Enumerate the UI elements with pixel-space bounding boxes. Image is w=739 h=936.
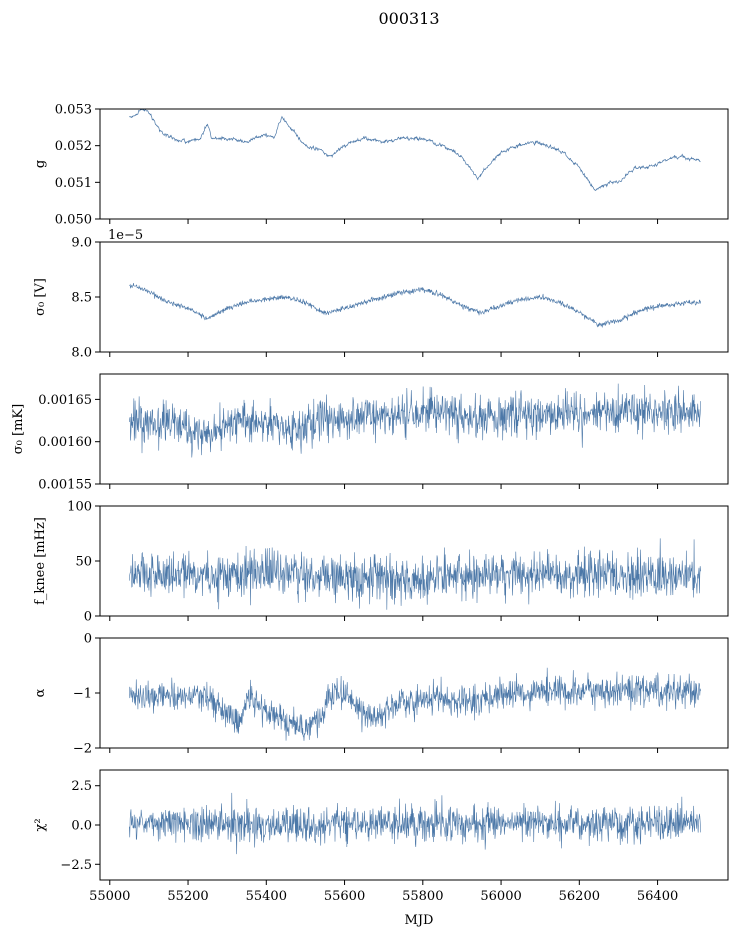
x-tick-label: 56000 [480, 889, 521, 904]
x-tick-label: 56200 [559, 889, 600, 904]
series-line-sigma0-mk [129, 383, 701, 458]
series-line-sigma0-v [129, 283, 701, 328]
y-axis-label-f-knee: f_knee [mHz] [33, 517, 48, 605]
y-tick-label-sigma0-mk: 0.00155 [38, 478, 92, 493]
y-tick-label-f-knee: 50 [75, 555, 92, 570]
y-axis-label-sigma0-v: σ₀ [V] [33, 278, 48, 316]
series-line-chi2 [129, 792, 701, 855]
figure-title: 000313 [378, 9, 439, 28]
x-tick-label: 55200 [167, 889, 208, 904]
series-line-alpha [129, 667, 701, 741]
y-tick-label-sigma0-v: 8.0 [71, 346, 92, 361]
y-tick-label-sigma0-v: 8.5 [71, 291, 92, 306]
x-tick-label: 56400 [637, 889, 678, 904]
panel-chi2: −2.5 0.0 2.5 55000 55200 55400 55600 55800 56000… [33, 769, 729, 904]
plot-frame-sigma0-v [99, 241, 729, 353]
y-tick-label-f-knee: 100 [67, 500, 92, 515]
y-tick-label-sigma0-v: 9.0 [71, 236, 92, 251]
panel-g: 0.050 0.051 0.052 0.053 g [33, 103, 729, 228]
y-axis-label-sigma0-mk: σ₀ [mK] [11, 404, 26, 454]
series-line-f-knee [129, 538, 701, 610]
panel-sigma0-mk: 0.00155 0.00160 0.00165 σ₀ [mK] [11, 373, 729, 493]
series-line-g [129, 109, 701, 192]
y-tick-label-alpha: −1 [73, 687, 92, 702]
y-axis-label-chi2: χ² [33, 818, 48, 831]
x-tick-label: 55600 [324, 889, 365, 904]
x-tick-label: 55800 [402, 889, 443, 904]
y-tick-label-alpha: −2 [73, 742, 92, 757]
y-tick-label-f-knee: 0 [84, 610, 92, 625]
y-tick-label-alpha: 0 [84, 632, 92, 647]
x-axis-label: MJD [405, 913, 434, 928]
y-axis-label-g: g [33, 160, 48, 168]
plot-frame-g [99, 108, 729, 220]
y-tick-label-chi2: −2.5 [60, 858, 92, 873]
y-tick-label-g: 0.051 [55, 176, 92, 191]
y-tick-label-g: 0.053 [55, 103, 92, 118]
plot-frame-f-knee [99, 505, 729, 617]
y-axis-label-alpha: α [33, 688, 48, 697]
x-tick-label: 55400 [246, 889, 287, 904]
y-tick-label-chi2: 0.0 [71, 819, 92, 834]
y-tick-label-g: 0.052 [55, 139, 92, 154]
panel-f-knee: 0 50 100 f_knee [mHz] [33, 500, 729, 625]
panel-alpha: −2 −1 0 α [33, 632, 729, 757]
panel-sigma0-v: 8.0 8.5 9.0 1e−5 σ₀ [V] [33, 228, 729, 361]
y-tick-label-sigma0-mk: 0.00165 [38, 393, 92, 408]
y-tick-label-chi2: 2.5 [71, 779, 92, 794]
offset-text-sigma0-v: 1e−5 [108, 228, 143, 243]
x-tick-label: 55000 [89, 889, 130, 904]
plot-frame-sigma0-mk [99, 373, 729, 485]
y-tick-label-g: 0.050 [55, 213, 92, 228]
y-tick-label-sigma0-mk: 0.00160 [38, 435, 92, 450]
